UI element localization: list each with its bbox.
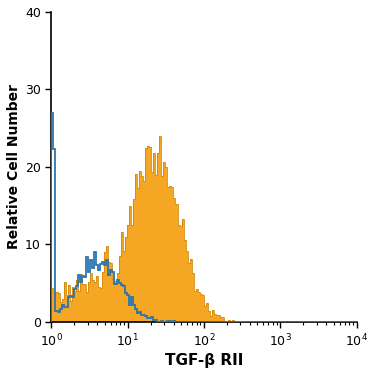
X-axis label: TGF-β RII: TGF-β RII <box>165 353 243 368</box>
Y-axis label: Relative Cell Number: Relative Cell Number <box>7 84 21 249</box>
